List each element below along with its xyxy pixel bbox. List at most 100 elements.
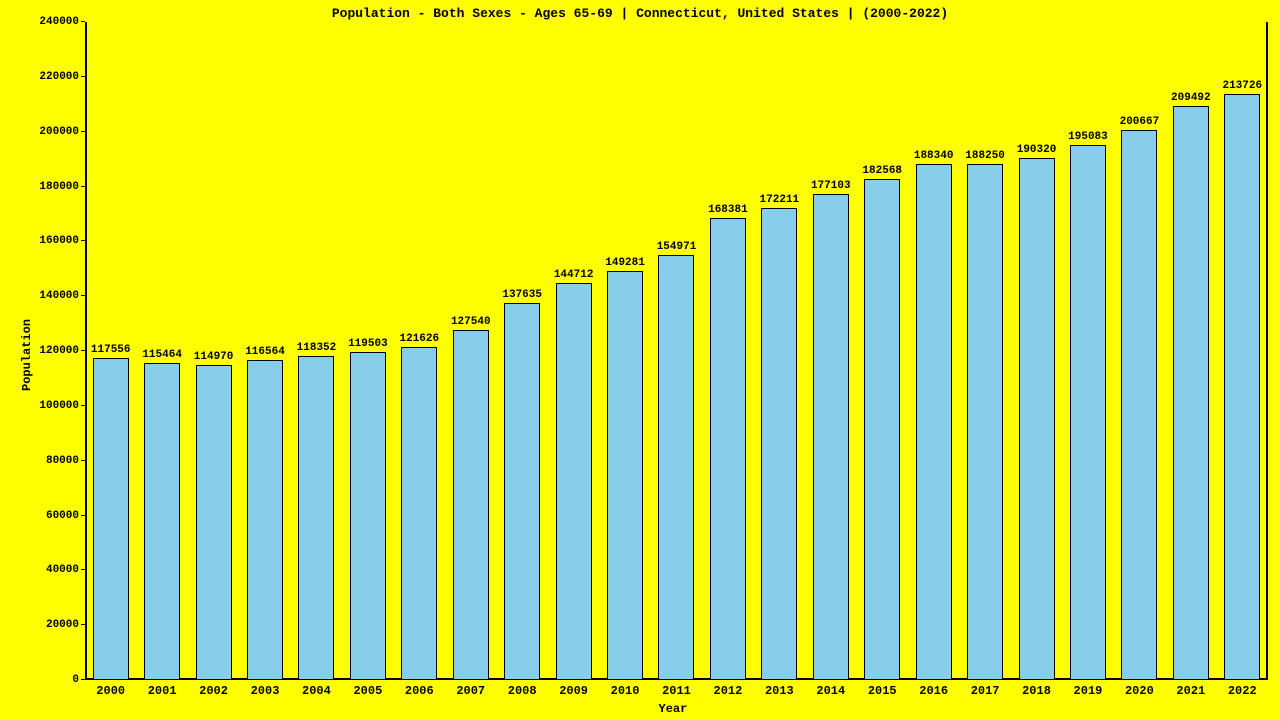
bar: [350, 352, 386, 680]
bar: [761, 208, 797, 680]
y-tick-label: 220000: [39, 71, 79, 83]
x-tick-label: 2001: [136, 684, 187, 698]
bar: [1019, 158, 1055, 680]
bar-slot: 1149702002: [188, 22, 239, 680]
bar: [504, 303, 540, 680]
bar-slot: 1183522004: [291, 22, 342, 680]
bar: [298, 356, 334, 680]
bar-value-label: 117556: [85, 344, 136, 356]
bar: [658, 255, 694, 680]
bar: [247, 360, 283, 680]
x-tick-label: 2020: [1114, 684, 1165, 698]
x-tick-label: 2009: [548, 684, 599, 698]
chart-title: Population - Both Sexes - Ages 65-69 | C…: [0, 6, 1280, 21]
y-tick-label: 60000: [46, 510, 79, 522]
x-tick-label: 2002: [188, 684, 239, 698]
bar: [196, 365, 232, 680]
y-tick-label: 160000: [39, 235, 79, 247]
bar-value-label: 137635: [496, 289, 547, 301]
x-tick-label: 2008: [496, 684, 547, 698]
bar-value-label: 172211: [754, 194, 805, 206]
population-chart: Population - Both Sexes - Ages 65-69 | C…: [0, 0, 1280, 720]
x-tick-label: 2022: [1217, 684, 1268, 698]
x-tick-label: 2005: [342, 684, 393, 698]
bar-value-label: 114970: [188, 351, 239, 363]
bar-slot: 1883402016: [908, 22, 959, 680]
bar-value-label: 119503: [342, 338, 393, 350]
bar-slot: 2006672020: [1114, 22, 1165, 680]
bar: [813, 194, 849, 680]
y-tick-label: 40000: [46, 564, 79, 576]
x-tick-label: 2015: [857, 684, 908, 698]
bar-slot: 1165642003: [239, 22, 290, 680]
bar-slot: 1154642001: [136, 22, 187, 680]
y-tick-label: 240000: [39, 16, 79, 28]
x-tick-label: 2004: [291, 684, 342, 698]
bar-value-label: 144712: [548, 269, 599, 281]
bar-value-label: 154971: [651, 241, 702, 253]
bar-value-label: 177103: [805, 180, 856, 192]
bar: [864, 179, 900, 680]
x-tick-label: 2016: [908, 684, 959, 698]
bar-slot: 1492812010: [599, 22, 650, 680]
bar-slot: 2137262022: [1217, 22, 1268, 680]
bar-slot: 1825682015: [857, 22, 908, 680]
x-axis-title: Year: [659, 702, 688, 716]
bar-value-label: 188340: [908, 150, 959, 162]
x-tick-label: 2000: [85, 684, 136, 698]
bar-slot: 1771032014: [805, 22, 856, 680]
bar-slot: 1722112013: [754, 22, 805, 680]
bar-value-label: 213726: [1217, 80, 1268, 92]
bar-slot: 1882502017: [959, 22, 1010, 680]
y-tick-label: 80000: [46, 455, 79, 467]
x-tick-label: 2012: [702, 684, 753, 698]
x-tick-label: 2019: [1062, 684, 1113, 698]
bar-slot: 1950832019: [1062, 22, 1113, 680]
bar-slot: 1447122009: [548, 22, 599, 680]
x-tick-label: 2007: [445, 684, 496, 698]
bar-value-label: 188250: [959, 150, 1010, 162]
bar: [710, 218, 746, 680]
y-tick-label: 100000: [39, 400, 79, 412]
bar-slot: 1275402007: [445, 22, 496, 680]
x-tick-label: 2021: [1165, 684, 1216, 698]
y-tick-label: 120000: [39, 345, 79, 357]
bar: [1070, 145, 1106, 680]
bar-slot: 1175562000: [85, 22, 136, 680]
x-tick-label: 2013: [754, 684, 805, 698]
y-tick-label: 20000: [46, 619, 79, 631]
bar-value-label: 121626: [394, 333, 445, 345]
plot-area: 0200004000060000800001000001200001400001…: [85, 22, 1268, 680]
bar-value-label: 168381: [702, 204, 753, 216]
x-tick-label: 2018: [1011, 684, 1062, 698]
bar-value-label: 118352: [291, 342, 342, 354]
bar-slot: 2094922021: [1165, 22, 1216, 680]
x-tick-label: 2006: [394, 684, 445, 698]
y-tick-label: 200000: [39, 126, 79, 138]
y-axis-title: Population: [20, 319, 34, 391]
x-tick-label: 2017: [959, 684, 1010, 698]
bar-slot: 1683812012: [702, 22, 753, 680]
x-tick-label: 2011: [651, 684, 702, 698]
bar-value-label: 116564: [239, 346, 290, 358]
bar: [401, 347, 437, 680]
bar-value-label: 182568: [857, 165, 908, 177]
bar-value-label: 200667: [1114, 116, 1165, 128]
bar: [916, 164, 952, 680]
bar: [144, 363, 180, 680]
bar-slot: 1903202018: [1011, 22, 1062, 680]
y-tick-label: 180000: [39, 181, 79, 193]
bar: [1121, 130, 1157, 680]
bar-value-label: 190320: [1011, 144, 1062, 156]
bar-slot: 1376352008: [496, 22, 547, 680]
bar-slot: 1216262006: [394, 22, 445, 680]
bar: [967, 164, 1003, 680]
y-tick-label: 140000: [39, 290, 79, 302]
bar-slot: 1549712011: [651, 22, 702, 680]
bar: [93, 358, 129, 680]
bar: [556, 283, 592, 680]
y-tick-label: 0: [72, 674, 79, 686]
bar-value-label: 195083: [1062, 131, 1113, 143]
bar: [607, 271, 643, 680]
bar-value-label: 209492: [1165, 92, 1216, 104]
